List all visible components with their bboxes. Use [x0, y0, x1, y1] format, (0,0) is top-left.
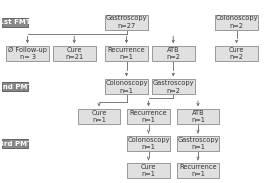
- FancyBboxPatch shape: [53, 46, 96, 61]
- Text: Recurrence
n=1: Recurrence n=1: [179, 164, 217, 177]
- FancyBboxPatch shape: [152, 79, 195, 94]
- FancyBboxPatch shape: [105, 15, 148, 30]
- FancyBboxPatch shape: [177, 109, 219, 124]
- Text: Colonoscopy
n=1: Colonoscopy n=1: [127, 137, 170, 150]
- Text: 1st FMT: 1st FMT: [0, 19, 31, 25]
- FancyBboxPatch shape: [2, 82, 28, 91]
- FancyBboxPatch shape: [105, 79, 148, 94]
- FancyBboxPatch shape: [127, 163, 170, 178]
- Text: Cure
n=1: Cure n=1: [141, 164, 156, 177]
- FancyBboxPatch shape: [215, 46, 258, 61]
- Text: Gastroscopy
n=27: Gastroscopy n=27: [106, 15, 147, 29]
- Text: Recurrence
n=1: Recurrence n=1: [130, 110, 167, 124]
- Text: Gastroscopy
n=2: Gastroscopy n=2: [153, 80, 194, 94]
- Text: 3rd PMT: 3rd PMT: [0, 141, 32, 147]
- Text: Recurrence
n=1: Recurrence n=1: [108, 47, 145, 60]
- Text: Cure
n=2: Cure n=2: [229, 47, 244, 60]
- Text: Cure
n=1: Cure n=1: [91, 110, 107, 124]
- FancyBboxPatch shape: [2, 139, 28, 148]
- Text: Colonoscopy
n=1: Colonoscopy n=1: [105, 80, 148, 94]
- FancyBboxPatch shape: [78, 109, 120, 124]
- Text: ATB
n=2: ATB n=2: [166, 47, 180, 60]
- FancyBboxPatch shape: [127, 109, 170, 124]
- FancyBboxPatch shape: [177, 163, 219, 178]
- FancyBboxPatch shape: [6, 46, 49, 61]
- FancyBboxPatch shape: [215, 15, 258, 30]
- FancyBboxPatch shape: [177, 136, 219, 151]
- Text: Cure
n=21: Cure n=21: [65, 47, 83, 60]
- Text: Ø Follow-up
n= 3: Ø Follow-up n= 3: [8, 47, 47, 60]
- FancyBboxPatch shape: [105, 46, 148, 61]
- Text: Gastroscopy
n=1: Gastroscopy n=1: [177, 137, 219, 150]
- FancyBboxPatch shape: [2, 18, 28, 27]
- Text: ATB
n=1: ATB n=1: [191, 110, 205, 124]
- Text: Colonoscopy
n=2: Colonoscopy n=2: [215, 15, 258, 29]
- FancyBboxPatch shape: [127, 136, 170, 151]
- Text: 2nd PMT: 2nd PMT: [0, 84, 32, 90]
- FancyBboxPatch shape: [152, 46, 195, 61]
